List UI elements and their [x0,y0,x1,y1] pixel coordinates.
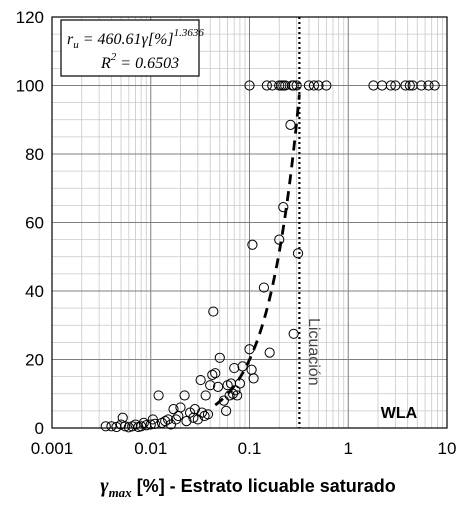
data-point [147,414,158,425]
data-point [285,119,296,130]
x-tick-labels: 0.001 0.01 0.1 1 10 [31,439,457,458]
y-tick-label: 80 [25,145,44,164]
data-point [423,80,434,91]
data-point [195,374,206,386]
data-point [234,378,246,389]
equation-fit: ru = 460.61γ[%]1.3636 [67,27,204,51]
data-point [288,80,299,91]
data-point [168,404,179,415]
data-point [288,328,299,339]
data-point [200,390,211,401]
data-point [368,80,379,91]
data-point [179,390,190,401]
data-point [247,239,258,250]
data-point [291,80,302,91]
data-point [145,419,156,430]
data-point [248,373,259,384]
data-point [130,419,141,430]
data-point [237,361,248,372]
x-tick-label: 0.01 [134,439,167,458]
data-point [170,414,182,425]
equation-r2: R2 = 0.6503 [100,51,179,72]
data-point [214,352,225,363]
data-point [196,407,208,418]
data-point [229,362,240,374]
data-point [280,80,291,91]
data-point [261,80,272,91]
data-point [321,80,332,91]
equation-box: ru = 460.61γ[%]1.3636 R2 = 0.6503 [60,19,204,77]
data-point [258,282,270,293]
data-point [221,405,232,416]
data-points [100,80,440,433]
data-point [385,80,396,91]
data-point [160,416,171,427]
y-tick-label: 60 [25,214,44,233]
y-tick-label: 20 [25,351,44,370]
x-tick-label: 0.001 [31,439,74,458]
data-point [106,421,117,432]
data-point [292,248,304,259]
data-point [100,421,111,432]
data-point [202,409,214,420]
site-label: WLA [381,405,418,422]
data-point [163,414,174,425]
threshold-label: Licuación [305,318,322,386]
y-tick-labels: 0 20 40 60 80 100 120 [16,8,44,438]
data-point [181,416,192,427]
x-tick-label: 1 [344,439,353,458]
x-axis-label: γmax [%] - Estrato licuable saturado [100,475,396,500]
data-point [189,404,201,415]
data-point [153,390,164,401]
x-tick-label: 0.1 [238,439,262,458]
data-point [218,395,229,406]
plot-frame [51,16,448,429]
data-point [212,381,224,392]
data-point [120,421,131,432]
fit-curve [214,94,301,407]
data-point [136,421,147,432]
data-point [264,347,275,358]
data-point [313,80,324,91]
fit-curve-line [214,94,301,407]
data-point [244,344,255,355]
data-point [208,306,219,317]
data-point [232,390,243,401]
data-point [244,80,255,91]
y-tick-label: 0 [35,419,44,438]
x-tick-label: 10 [438,439,457,458]
data-point [308,80,320,91]
y-tick-label: 100 [16,77,44,96]
y-tick-label: 40 [25,282,44,301]
data-point [400,80,411,91]
data-point [407,80,418,91]
equation-box-frame [60,19,200,77]
data-point [205,380,216,391]
data-point [278,201,289,213]
data-point [274,234,285,245]
data-point [207,369,218,381]
data-point [175,402,186,413]
data-point [390,80,401,91]
data-point [429,80,440,91]
data-point [210,368,221,379]
data-point [416,80,427,91]
data-point [404,80,415,91]
y-tick-label: 120 [16,8,44,27]
